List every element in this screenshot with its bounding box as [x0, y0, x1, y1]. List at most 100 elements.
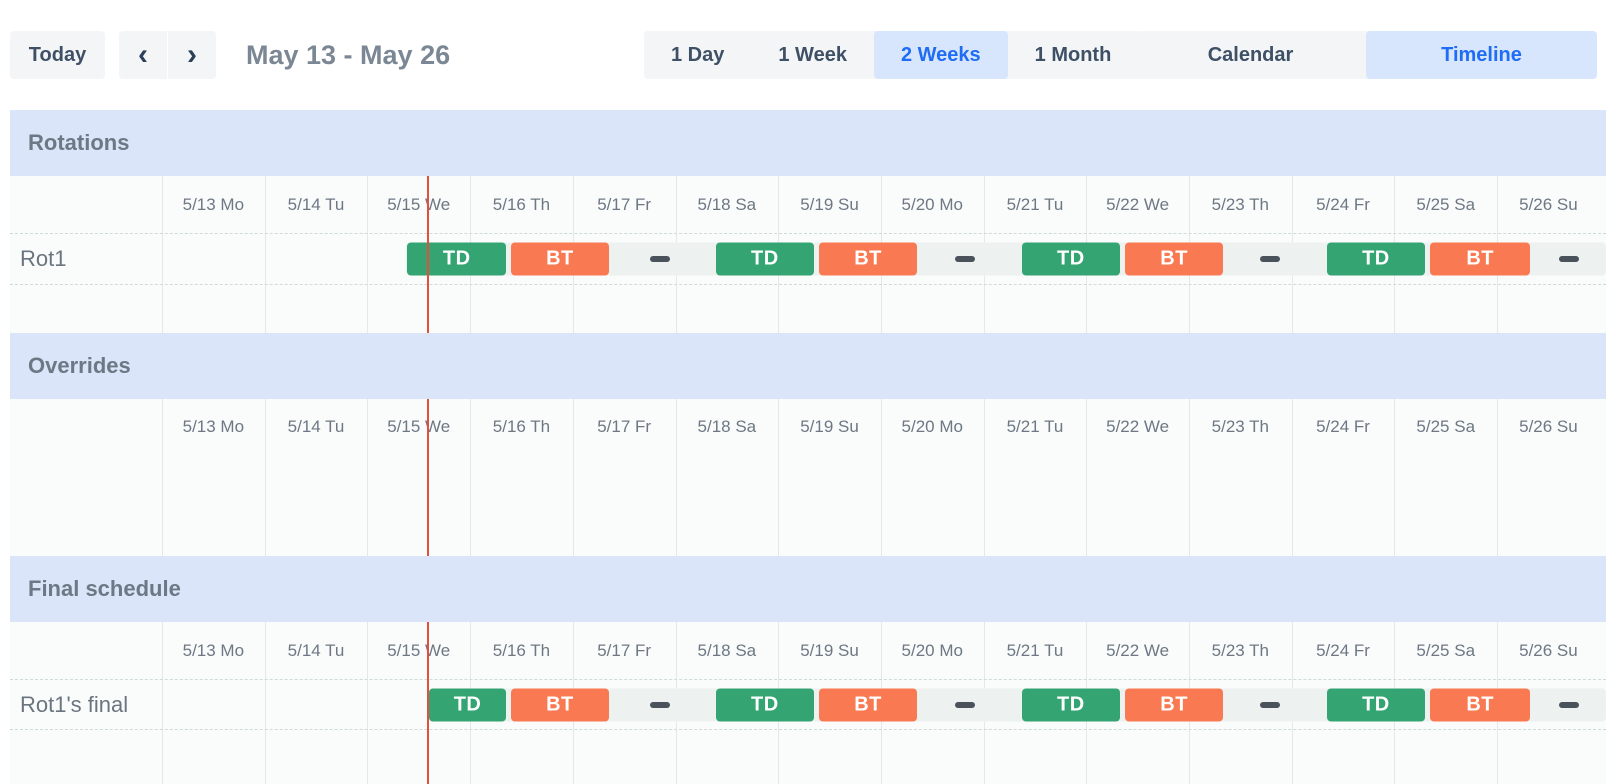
day-header: 5/20 Mo [901, 416, 963, 436]
section-title: Final schedule [28, 576, 181, 601]
view-option-2-weeks[interactable]: 2 Weeks [873, 31, 1008, 79]
shift-bar-label: TD [442, 247, 471, 270]
section-title: Rotations [28, 130, 130, 155]
shift-bar-bt[interactable]: BT [511, 242, 609, 276]
day-header: 5/25 Sa [1416, 416, 1476, 436]
timeline-grid-column [367, 399, 470, 556]
day-header: 5/15 We [387, 640, 451, 660]
timeline-grid-column [880, 399, 984, 556]
day-header: 5/18 Sa [697, 416, 757, 436]
shift-bar-bt[interactable]: BT [1125, 242, 1223, 276]
day-header: 5/21 Tu [1006, 416, 1064, 436]
section-content-final-schedule: 5/13 Mo 5/14 Tu 5/15 We 5/16 Th 5/17 Fr 5/18 … [10, 622, 1606, 784]
timeline-grid-column [162, 622, 265, 784]
shift-bar-bt[interactable]: BT [819, 688, 917, 721]
shift-bar-label: TD [1057, 247, 1085, 270]
day-header: 5/13 Mo [182, 416, 245, 436]
date-header-row: 5/13 Mo 5/14 Tu 5/15 We 5/16 Th 5/17 Fr 5/18 … [10, 399, 1606, 454]
day-header: 5/20 Mo [901, 640, 963, 660]
prev-button[interactable]: ‹ [119, 31, 167, 79]
shift-bar-td[interactable]: TD [1021, 688, 1121, 721]
timeline-grid-column [264, 622, 368, 784]
shift-bar-label: TD [453, 693, 482, 715]
day-header: 5/18 Sa [697, 640, 757, 660]
date-header-row: 5/13 Mo 5/14 Tu 5/15 We 5/16 Th 5/17 Fr 5/18 … [10, 622, 1606, 679]
day-header: 5/16 Th [492, 416, 551, 436]
day-header: 5/23 Th [1211, 416, 1270, 436]
day-header: 5/18 Sa [697, 194, 757, 214]
day-header: 5/17 Fr [597, 194, 652, 214]
day-header: 5/22 We [1106, 194, 1170, 214]
shift-bar-td[interactable]: TD [1326, 242, 1426, 276]
shift-bar-label: TD [751, 693, 779, 715]
gap-dash-icon [1260, 256, 1281, 262]
day-header: 5/22 We [1106, 416, 1170, 436]
day-header: 5/24 Fr [1316, 416, 1370, 436]
day-header: 5/15 We [387, 416, 451, 436]
shift-bar-td[interactable]: TD [407, 242, 507, 276]
date-nav-group: ‹ › [119, 31, 216, 79]
section-title: Overrides [28, 353, 131, 378]
timeline-grid-column [778, 399, 881, 556]
now-line [426, 399, 429, 556]
day-header: 5/15 We [387, 194, 451, 214]
shift-bar-label: TD [751, 247, 779, 270]
timeline-grid-column [367, 622, 470, 784]
gap-dash-icon [955, 701, 976, 708]
shift-bar-label: BT [546, 693, 574, 715]
next-button[interactable]: › [168, 31, 216, 79]
view-option-1-week[interactable]: 1 Week [778, 43, 847, 66]
chevron-left-icon: ‹ [138, 38, 148, 71]
day-header: 5/24 Fr [1316, 194, 1370, 214]
day-header: 5/26 Su [1519, 416, 1578, 436]
shift-bar-bt[interactable]: BT [1430, 688, 1530, 721]
today-button[interactable]: Today [10, 31, 105, 79]
day-header: 5/26 Su [1519, 640, 1578, 660]
shift-bar-bt[interactable]: BT [1125, 688, 1223, 721]
day-header: 5/17 Fr [597, 640, 652, 660]
timeline-grid-column [1291, 399, 1395, 556]
mode-option-timeline[interactable]: Timeline [1366, 31, 1597, 79]
timeline-grid-column [675, 399, 779, 556]
day-header: 5/22 We [1106, 640, 1170, 660]
section-filler [10, 730, 1606, 784]
view-switcher: 1 Day 1 Week 2 Weeks 1 Month [644, 31, 1139, 79]
shift-bar-td[interactable]: TD [1326, 688, 1426, 721]
day-header: 5/23 Th [1211, 194, 1270, 214]
mode-switcher: Calendar Timeline [1135, 31, 1597, 79]
view-option-1-day[interactable]: 1 Day [671, 43, 725, 66]
view-option-1-month[interactable]: 1 Month [1034, 43, 1112, 66]
shift-bar-label: TD [1057, 693, 1085, 715]
timeline-grid-column [162, 176, 265, 333]
mode-option-calendar[interactable]: Calendar [1207, 43, 1294, 66]
shift-bar-td[interactable]: TD [1021, 242, 1121, 276]
section-band-final-schedule: Final schedule [10, 556, 1606, 622]
day-header: 5/16 Th [492, 194, 551, 214]
shift-bar-td[interactable]: TD [715, 688, 815, 721]
shift-bar-td[interactable]: TD [428, 688, 507, 721]
shift-bar-label: BT [854, 693, 882, 715]
toolbar: Today ‹ › May 13 - May 26 1 Day 1 Week 2 W… [10, 31, 1606, 79]
day-header: 5/14 Tu [287, 194, 345, 214]
now-line [426, 176, 429, 333]
day-header: 5/19 Su [800, 194, 859, 214]
schedule-row-rot1-s-final: Rot1's final TD BT TD BT TD BT TD BT [10, 679, 1606, 730]
day-header: 5/17 Fr [597, 416, 652, 436]
day-header: 5/25 Sa [1416, 640, 1476, 660]
timeline-grid-column [1394, 399, 1497, 556]
day-header: 5/13 Mo [182, 194, 245, 214]
day-header: 5/24 Fr [1316, 640, 1370, 660]
day-header: 5/21 Tu [1006, 194, 1064, 214]
shift-bar-td[interactable]: TD [715, 242, 815, 276]
gap-dash-icon [650, 256, 671, 262]
section-filler [10, 454, 1606, 556]
shift-bar-bt[interactable]: BT [1430, 242, 1530, 276]
timeline-grid-column [1189, 399, 1292, 556]
gap-dash-icon [1260, 701, 1281, 708]
timeline-grid-column [264, 176, 368, 333]
row-label: Rot1 [20, 246, 67, 271]
shift-bar-bt[interactable]: BT [819, 242, 917, 276]
shift-bar-bt[interactable]: BT [511, 688, 609, 721]
gap-dash-icon [650, 701, 671, 708]
